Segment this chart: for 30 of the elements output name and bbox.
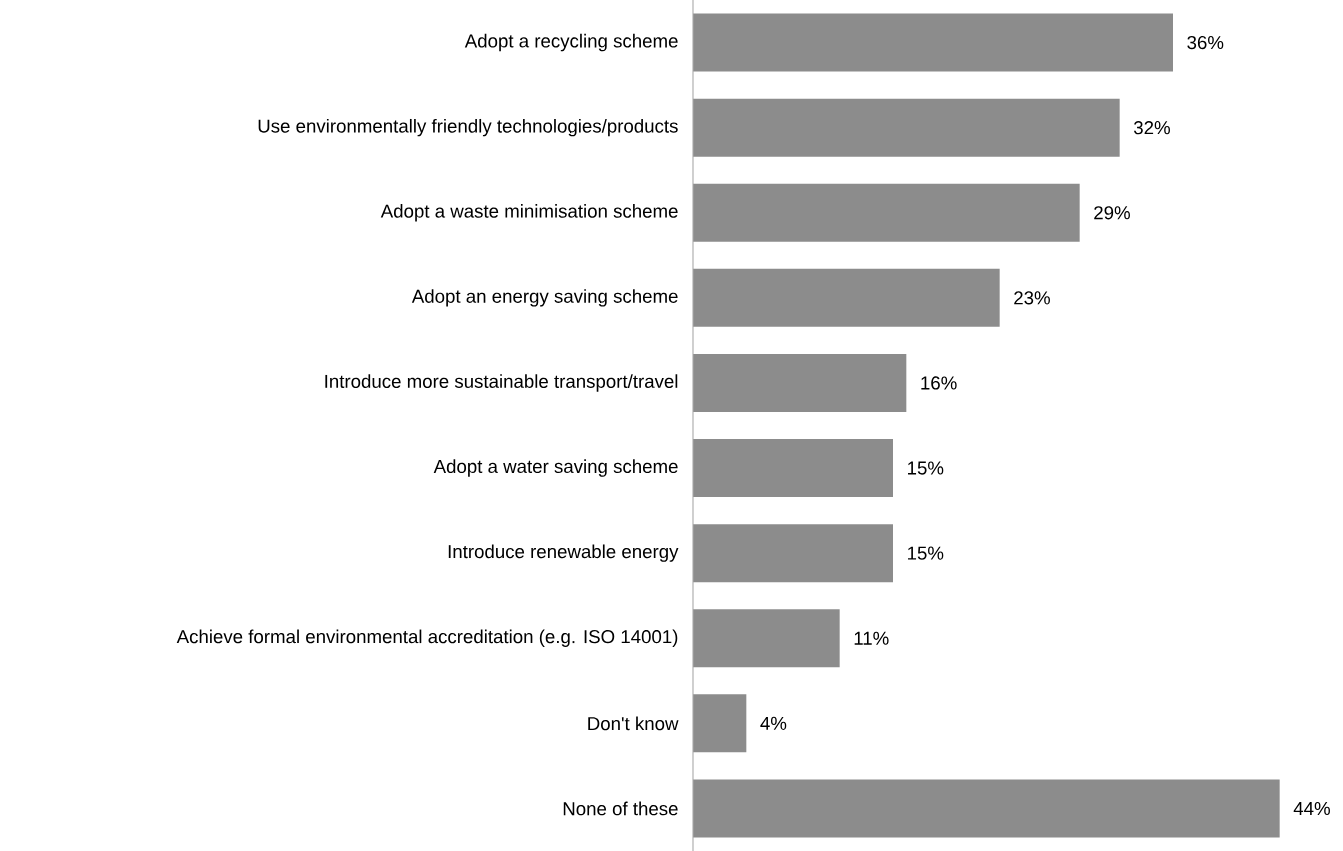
y-tick-label: Adopt a waste minimisation scheme xyxy=(380,204,678,222)
y-tick-label: None of these xyxy=(563,801,678,816)
data-label: 11% xyxy=(854,631,889,645)
data-label: 15% xyxy=(908,546,944,560)
y-tick-label: Adopt a water saving scheme xyxy=(433,459,678,477)
y-tick-label: Introduce renewable energy xyxy=(448,544,679,562)
bar xyxy=(693,13,1173,72)
data-label: 44% xyxy=(1293,801,1330,815)
data-label: 23% xyxy=(1014,291,1050,305)
bar xyxy=(693,268,1000,327)
y-tick-label: Use environmentally friendly technologies/products xyxy=(258,118,678,137)
bar xyxy=(693,353,907,412)
y-tick-label: Don't know xyxy=(588,716,679,731)
data-label: 15% xyxy=(908,461,944,475)
y-tick-label: Adopt an energy saving scheme xyxy=(411,289,678,307)
y-tick-label: Achieve formal environmental accreditation (e.g. ISO 14001) xyxy=(176,629,678,647)
data-label: 32% xyxy=(1133,121,1170,135)
data-label: 16% xyxy=(921,376,957,390)
bar xyxy=(693,779,1280,838)
bar xyxy=(693,524,893,583)
data-label: 4% xyxy=(760,716,787,730)
data-label: 36% xyxy=(1187,35,1224,50)
bar xyxy=(693,183,1080,242)
bar xyxy=(693,98,1120,157)
bar xyxy=(693,439,893,498)
data-label: 29% xyxy=(1094,206,1130,220)
y-tick-label: Adopt a recycling scheme xyxy=(464,33,678,52)
bar xyxy=(693,609,840,668)
bar xyxy=(693,694,747,753)
y-tick-label: Introduce more sustainable transport/travel xyxy=(325,374,678,392)
